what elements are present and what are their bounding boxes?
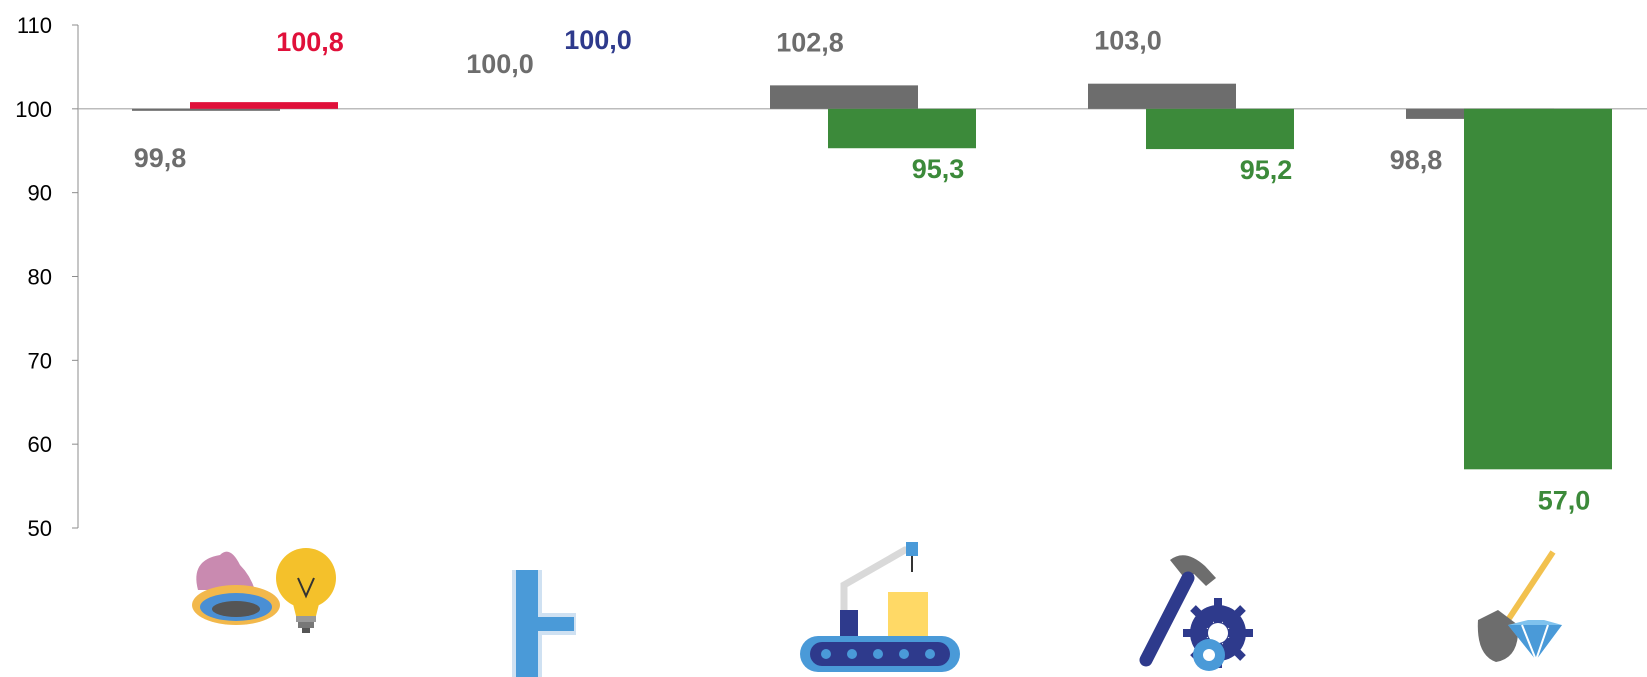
bar-series1-electricity-gas bbox=[132, 108, 280, 111]
bar-series1-processing-industry bbox=[1088, 83, 1236, 109]
bar-series2-processing-industry bbox=[1146, 108, 1294, 150]
category-icons bbox=[192, 542, 1562, 677]
y-tick-label: 70 bbox=[28, 348, 52, 373]
bars-group bbox=[132, 83, 1612, 470]
data-label-series1-manufacturing: 102,8 bbox=[776, 27, 844, 57]
gas-burner-lightbulb-icon bbox=[192, 548, 336, 633]
data-label-series2-mining: 57,0 bbox=[1538, 485, 1591, 515]
y-tick-label: 100 bbox=[15, 97, 52, 122]
hammer-gear-icon bbox=[1139, 555, 1253, 671]
y-tick-label: 110 bbox=[17, 13, 52, 38]
bar-series2-electricity-gas bbox=[190, 102, 338, 109]
y-tick-label: 50 bbox=[28, 516, 52, 541]
data-label-series1-mining: 98,8 bbox=[1390, 145, 1443, 175]
bar-series2-mining bbox=[1464, 108, 1612, 470]
y-tick-label: 90 bbox=[28, 181, 52, 206]
shovel-diamond-icon bbox=[1477, 550, 1562, 663]
bar-series2-manufacturing bbox=[828, 108, 976, 149]
data-labels-group: 99,8 100,8 100,0 100,0 102,8 95,3 103,0 95,2 98,… bbox=[134, 25, 1591, 515]
data-label-series1-water-supply: 100,0 bbox=[466, 49, 534, 79]
data-label-series2-electricity-gas: 100,8 bbox=[276, 27, 344, 57]
data-label-series1-processing-industry: 103,0 bbox=[1094, 26, 1162, 56]
conveyor-robot-arm-icon bbox=[800, 542, 960, 672]
y-tick-label: 80 bbox=[28, 265, 52, 290]
data-label-series2-manufacturing: 95,3 bbox=[912, 154, 965, 184]
data-label-series1-electricity-gas: 99,8 bbox=[134, 143, 187, 173]
y-tick-label: 60 bbox=[28, 432, 52, 457]
data-label-series2-water-supply: 100,0 bbox=[564, 25, 632, 55]
bar-series1-manufacturing bbox=[770, 85, 918, 109]
data-label-series2-processing-industry: 95,2 bbox=[1240, 155, 1293, 185]
water-pipe-icon bbox=[512, 570, 576, 677]
